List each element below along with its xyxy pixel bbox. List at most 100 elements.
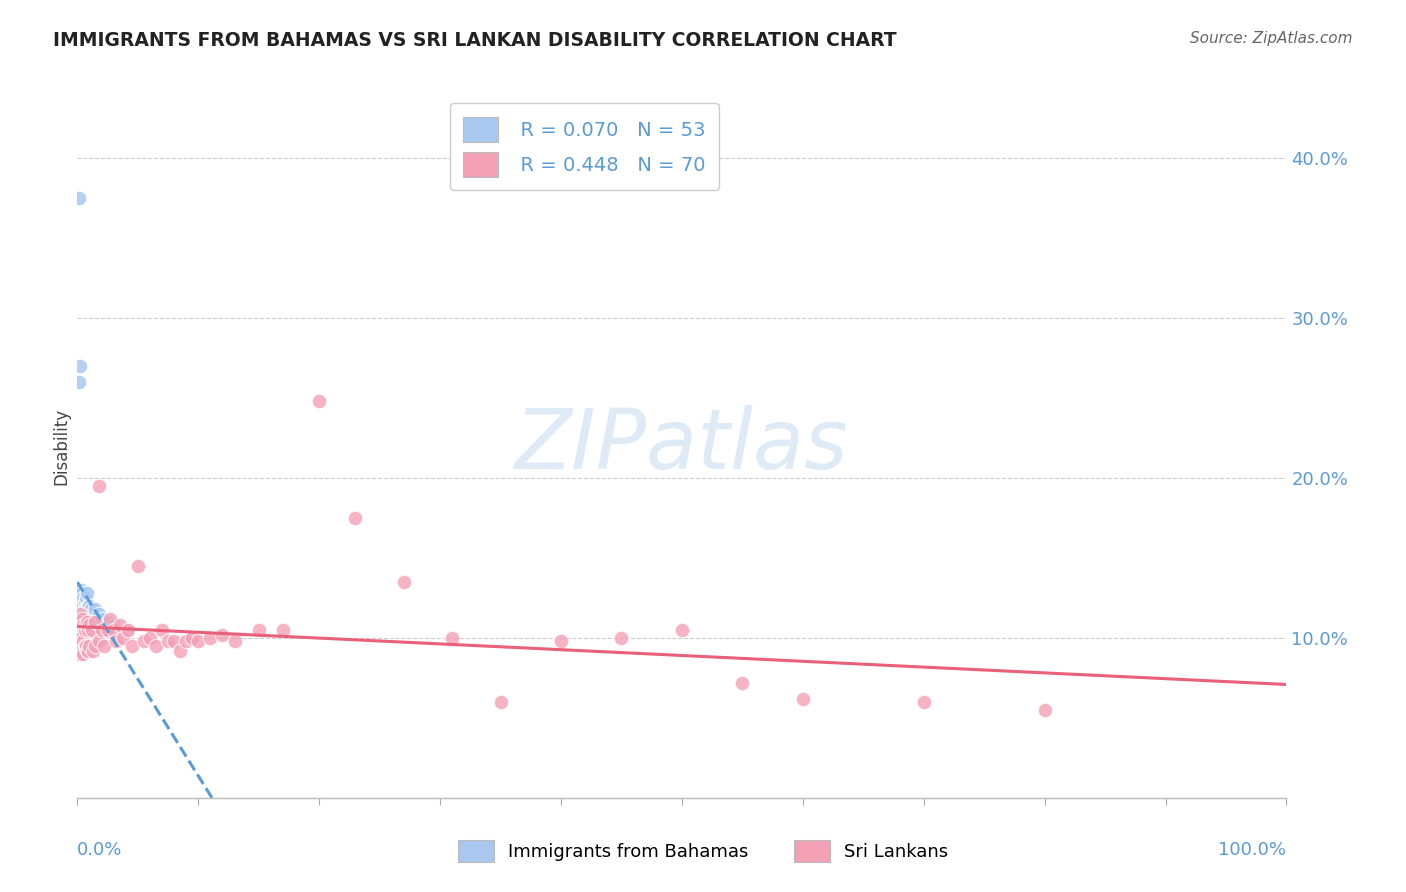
- Point: [70, 639, 93, 653]
- Point: [90, 612, 112, 626]
- Point: [67, 647, 90, 661]
- Point: [84, 602, 107, 616]
- Point: [73, 596, 96, 610]
- Text: 100.0%: 100.0%: [1219, 840, 1286, 859]
- Point: [76, 586, 98, 600]
- Point: [69, 634, 91, 648]
- Point: [79, 602, 101, 616]
- Point: [69, 599, 91, 614]
- Point: [169, 644, 191, 658]
- Point: [70, 607, 93, 622]
- Point: [1033, 703, 1056, 717]
- Point: [114, 623, 136, 637]
- Point: [72, 599, 94, 614]
- Point: [82, 644, 104, 658]
- Point: [70, 596, 93, 610]
- Text: Source: ZipAtlas.com: Source: ZipAtlas.com: [1189, 31, 1353, 46]
- Point: [79, 639, 101, 653]
- Point: [912, 695, 935, 709]
- Point: [67, 599, 90, 614]
- Point: [76, 644, 98, 658]
- Text: ZIPatlas: ZIPatlas: [515, 406, 849, 486]
- Point: [69, 607, 91, 622]
- Point: [90, 623, 112, 637]
- Point: [157, 634, 180, 648]
- Point: [150, 623, 173, 637]
- Point: [84, 639, 107, 653]
- Point: [67, 623, 90, 637]
- Point: [69, 612, 91, 626]
- Point: [103, 618, 125, 632]
- Point: [69, 623, 91, 637]
- Point: [72, 647, 94, 661]
- Legend: Immigrants from Bahamas, Sri Lankans: Immigrants from Bahamas, Sri Lankans: [450, 833, 956, 870]
- Point: [76, 607, 98, 622]
- Text: 0.0%: 0.0%: [77, 840, 122, 859]
- Point: [73, 623, 96, 637]
- Point: [77, 623, 100, 637]
- Point: [731, 676, 754, 690]
- Legend:   R = 0.070   N = 53,   R = 0.448   N = 70: R = 0.070 N = 53, R = 0.448 N = 70: [450, 103, 720, 190]
- Point: [75, 612, 97, 626]
- Point: [96, 623, 118, 637]
- Point: [132, 634, 155, 648]
- Point: [344, 511, 367, 525]
- Point: [75, 602, 97, 616]
- Point: [181, 631, 204, 645]
- Point: [67, 631, 90, 645]
- Point: [67, 618, 90, 632]
- Point: [77, 644, 100, 658]
- Point: [441, 631, 464, 645]
- Point: [80, 607, 103, 622]
- Point: [70, 615, 93, 630]
- Point: [77, 599, 100, 614]
- Point: [77, 615, 100, 630]
- Point: [67, 191, 90, 205]
- Point: [70, 618, 93, 632]
- Point: [70, 631, 93, 645]
- Point: [69, 618, 91, 632]
- Point: [70, 639, 93, 653]
- Point: [70, 599, 93, 614]
- Point: [70, 612, 93, 626]
- Point: [67, 591, 90, 606]
- Point: [392, 575, 415, 590]
- Point: [211, 628, 233, 642]
- Point: [87, 634, 110, 648]
- Point: [75, 618, 97, 632]
- Point: [224, 634, 246, 648]
- Point: [93, 639, 115, 653]
- Text: IMMIGRANTS FROM BAHAMAS VS SRI LANKAN DISABILITY CORRELATION CHART: IMMIGRANTS FROM BAHAMAS VS SRI LANKAN DI…: [53, 31, 897, 50]
- Point: [70, 615, 93, 630]
- Point: [72, 618, 94, 632]
- Point: [308, 394, 330, 409]
- Point: [72, 607, 94, 622]
- Point: [108, 618, 131, 632]
- Point: [76, 615, 98, 630]
- Point: [96, 615, 118, 630]
- Point: [69, 591, 91, 606]
- Point: [121, 639, 143, 653]
- Point: [69, 583, 91, 598]
- Point: [103, 623, 125, 637]
- Point: [174, 634, 197, 648]
- Point: [247, 623, 270, 637]
- Point: [127, 559, 149, 574]
- Point: [70, 591, 93, 606]
- Point: [72, 591, 94, 606]
- Point: [70, 612, 93, 626]
- Point: [70, 583, 93, 598]
- Point: [70, 586, 93, 600]
- Point: [67, 375, 90, 389]
- Point: [73, 602, 96, 616]
- Point: [73, 639, 96, 653]
- Point: [75, 591, 97, 606]
- Point: [70, 602, 93, 616]
- Point: [98, 612, 121, 626]
- Point: [67, 615, 90, 630]
- Point: [87, 607, 110, 622]
- Point: [82, 612, 104, 626]
- Point: [67, 602, 90, 616]
- Point: [67, 612, 90, 626]
- Point: [163, 634, 186, 648]
